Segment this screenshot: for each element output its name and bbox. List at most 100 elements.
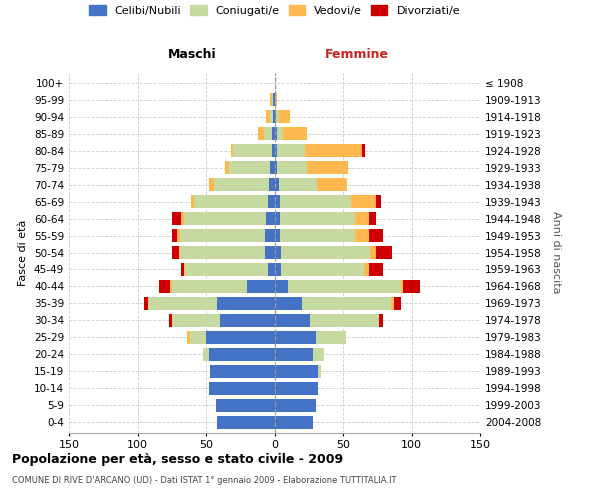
Bar [191, 195, 194, 208]
Bar [369, 229, 383, 242]
Bar [275, 110, 276, 124]
Bar [277, 127, 283, 140]
Text: Maschi: Maschi [168, 48, 217, 60]
Bar [145, 297, 148, 310]
Bar [280, 229, 355, 242]
Bar [210, 364, 275, 378]
Bar [187, 331, 190, 344]
Bar [220, 314, 275, 327]
Bar [278, 110, 290, 124]
Bar [265, 229, 275, 242]
Bar [275, 280, 288, 293]
Y-axis label: Anni di nascita: Anni di nascita [551, 211, 561, 294]
Bar [265, 246, 275, 259]
Bar [275, 314, 310, 327]
Bar [209, 178, 214, 191]
Bar [275, 348, 313, 361]
Bar [184, 263, 185, 276]
Bar [307, 161, 349, 174]
Bar [229, 161, 271, 174]
Bar [281, 263, 364, 276]
Bar [319, 364, 321, 378]
Bar [275, 212, 280, 225]
Bar [275, 398, 316, 412]
Bar [281, 246, 370, 259]
Bar [275, 416, 313, 429]
Bar [266, 212, 275, 225]
Bar [258, 127, 263, 140]
Bar [313, 348, 324, 361]
Bar [172, 280, 247, 293]
Bar [275, 331, 316, 344]
Bar [272, 144, 275, 157]
Bar [172, 246, 179, 259]
Bar [225, 161, 229, 174]
Bar [194, 195, 268, 208]
Bar [277, 161, 307, 174]
Bar [277, 144, 305, 157]
Bar [214, 178, 269, 191]
Bar [271, 110, 273, 124]
Text: Femmine: Femmine [325, 48, 389, 60]
Bar [230, 144, 233, 157]
Bar [272, 93, 273, 106]
Bar [275, 229, 280, 242]
Bar [271, 161, 275, 174]
Bar [275, 93, 277, 106]
Bar [209, 348, 275, 361]
Text: Popolazione per età, sesso e stato civile - 2009: Popolazione per età, sesso e stato civil… [12, 452, 343, 466]
Bar [401, 280, 403, 293]
Bar [275, 195, 280, 208]
Bar [403, 280, 420, 293]
Bar [310, 314, 379, 327]
Bar [280, 212, 355, 225]
Bar [268, 263, 275, 276]
Legend: Celibi/Nubili, Coniugati/e, Vedovi/e, Divorziati/e: Celibi/Nubili, Coniugati/e, Vedovi/e, Di… [85, 0, 464, 20]
Bar [283, 127, 307, 140]
Bar [273, 110, 275, 124]
Bar [379, 314, 383, 327]
Bar [148, 297, 217, 310]
Bar [217, 297, 275, 310]
Bar [180, 246, 265, 259]
Bar [190, 331, 206, 344]
Bar [316, 331, 346, 344]
Bar [170, 280, 172, 293]
Bar [288, 280, 401, 293]
Bar [180, 229, 265, 242]
Bar [266, 110, 271, 124]
Bar [351, 195, 376, 208]
Bar [355, 212, 369, 225]
Bar [364, 263, 369, 276]
Bar [317, 178, 347, 191]
Bar [206, 331, 275, 344]
Bar [275, 144, 277, 157]
Bar [172, 314, 220, 327]
Bar [273, 93, 275, 106]
Bar [215, 398, 275, 412]
Text: COMUNE DI RIVE D'ARCANO (UD) - Dati ISTAT 1° gennaio 2009 - Elaborazione TUTTITA: COMUNE DI RIVE D'ARCANO (UD) - Dati ISTA… [12, 476, 397, 485]
Bar [280, 195, 351, 208]
Bar [233, 144, 272, 157]
Bar [370, 246, 376, 259]
Bar [275, 364, 319, 378]
Bar [160, 280, 170, 293]
Bar [181, 212, 184, 225]
Bar [275, 263, 281, 276]
Bar [355, 229, 369, 242]
Bar [376, 195, 382, 208]
Bar [217, 416, 275, 429]
Bar [394, 297, 401, 310]
Bar [391, 297, 394, 310]
Bar [275, 127, 277, 140]
Bar [275, 178, 278, 191]
Bar [272, 127, 275, 140]
Bar [179, 246, 180, 259]
Bar [278, 178, 317, 191]
Bar [275, 246, 281, 259]
Bar [362, 144, 365, 157]
Bar [247, 280, 275, 293]
Bar [305, 144, 362, 157]
Bar [268, 195, 275, 208]
Bar [172, 212, 181, 225]
